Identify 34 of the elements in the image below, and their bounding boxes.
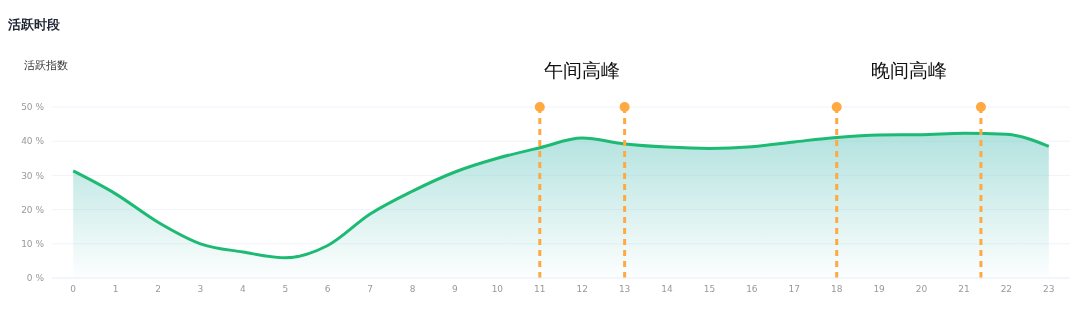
- x-tick-label: 20: [915, 284, 928, 295]
- x-tick-label: 3: [197, 284, 204, 295]
- y-tick-label: 10 %: [21, 239, 45, 249]
- x-tick-label: 11: [534, 284, 546, 295]
- y-axis-title: 活跃指数: [24, 58, 68, 73]
- x-tick-label: 4: [240, 284, 247, 295]
- text: 晚间高峰: [870, 58, 947, 83]
- y-tick-label: 0 %: [26, 273, 45, 284]
- x-tick-label: 18: [830, 284, 843, 295]
- y-tick-label: 50 %: [21, 102, 45, 113]
- x-tick-label: 15: [703, 284, 716, 295]
- x-tick-label: 1: [112, 284, 119, 295]
- x-tick-label: 9: [452, 284, 459, 295]
- x-tick-label: 14: [661, 284, 674, 295]
- y-tick-label: 30 %: [21, 170, 45, 181]
- x-tick-label: 17: [788, 284, 801, 295]
- x-tick-label: 13: [618, 284, 631, 295]
- chart-title: 活跃时段: [8, 16, 60, 34]
- x-tick-label: 0: [70, 284, 77, 295]
- x-tick-label: 2: [155, 284, 161, 295]
- x-tick-label: 8: [409, 284, 416, 295]
- x-tick-label: 10: [491, 284, 504, 295]
- x-tick-label: 23: [1043, 284, 1055, 295]
- x-tick-label: 16: [746, 284, 758, 295]
- x-tick-label: 19: [873, 284, 886, 295]
- x-tick-label: 7: [367, 284, 373, 295]
- x-tick-label: 12: [576, 284, 588, 295]
- x-tick-label: 21: [958, 284, 970, 295]
- x-tick-label: 6: [324, 284, 331, 295]
- x-tick-label: 22: [1000, 284, 1013, 295]
- y-tick-label: 20 %: [21, 204, 45, 215]
- text: 午间高峰: [544, 58, 621, 83]
- y-tick-label: 40 %: [21, 136, 45, 147]
- x-tick-label: 5: [282, 284, 289, 295]
